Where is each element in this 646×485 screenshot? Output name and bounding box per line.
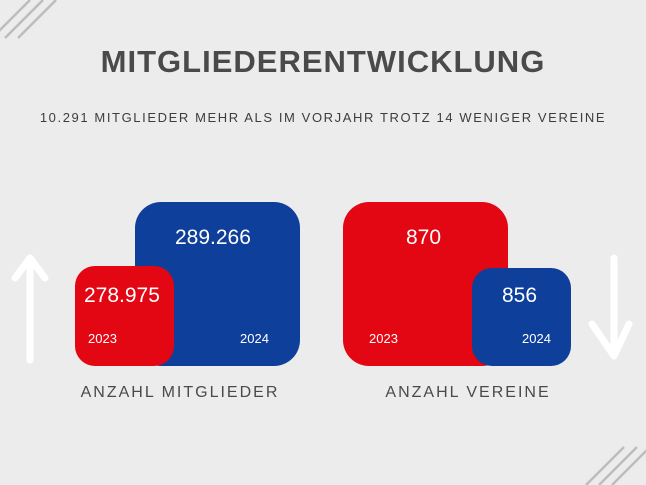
clubs-2024-box: 856 2024: [472, 268, 571, 366]
members-2024-value: 289.266: [175, 226, 251, 249]
arrow-down-icon: [588, 254, 633, 360]
members-2024-year: 2024: [240, 331, 269, 346]
members-2023-box: 278.975 2023: [75, 266, 174, 366]
corner-stripes-bottom-right: [585, 446, 646, 485]
members-2023-year: 2023: [88, 331, 117, 346]
clubs-2023-year: 2023: [369, 331, 398, 346]
clubs-2024-year: 2024: [522, 331, 551, 346]
clubs-label: ANZAHL VEREINE: [385, 384, 551, 401]
arrow-up-icon: [11, 254, 49, 364]
clubs-2024-value: 856: [502, 284, 538, 307]
corner-stripes-top-left: [0, 0, 57, 39]
members-2023-value: 278.975: [84, 284, 160, 307]
subtitle: 10.291 MITGLIEDER MEHR ALS IM VORJAHR TR…: [39, 110, 607, 125]
clubs-2023-value: 870: [406, 226, 442, 249]
members-label: ANZAHL MITGLIEDER: [80, 384, 280, 401]
page-title: MITGLIEDERENTWICKLUNG: [100, 44, 546, 79]
